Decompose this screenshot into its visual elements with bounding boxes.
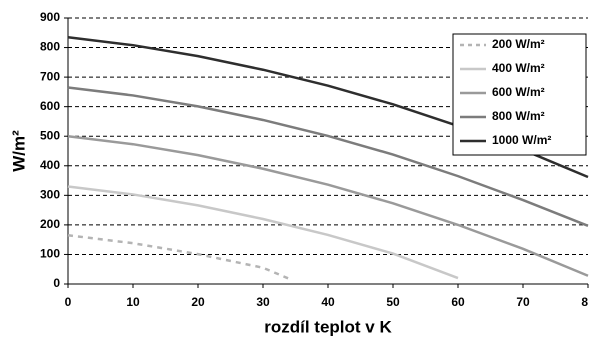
legend-box [452, 33, 587, 156]
series-line [67, 185, 459, 280]
y-tick-label: 900 [40, 10, 60, 24]
series-line [67, 86, 589, 227]
legend-label: 800 W/m² [492, 109, 545, 123]
y-tick-label: 400 [40, 158, 60, 172]
x-tick-label: 70 [516, 295, 530, 309]
x-tick-label: 20 [191, 295, 205, 309]
y-tick-label: 600 [40, 99, 60, 113]
legend-label: 200 W/m² [492, 37, 545, 51]
x-axis-label: rozdíl teplot v K [264, 317, 392, 336]
y-tick-label: 500 [40, 128, 60, 142]
y-tick-label: 100 [40, 247, 60, 261]
x-tick-label: 10 [126, 295, 140, 309]
x-tick-label: 8 [581, 295, 588, 309]
legend-label: 600 W/m² [492, 85, 545, 99]
legend-label: 400 W/m² [492, 61, 545, 75]
y-tick-label: 800 [40, 40, 60, 54]
y-tick-label: 200 [40, 217, 60, 231]
x-tick-label: 30 [256, 295, 270, 309]
x-tick-label: 0 [65, 295, 72, 309]
y-tick-label: 0 [53, 276, 60, 290]
y-tick-label: 300 [40, 188, 60, 202]
legend-label: 1000 W/m² [492, 133, 551, 147]
x-tick-label: 40 [321, 295, 335, 309]
x-tick-label: 60 [451, 295, 465, 309]
x-tick-label: 50 [386, 295, 400, 309]
y-axis-label: W/m² [9, 130, 28, 172]
series-line [67, 233, 290, 280]
series-line [67, 134, 589, 277]
y-tick-label: 700 [40, 69, 60, 83]
